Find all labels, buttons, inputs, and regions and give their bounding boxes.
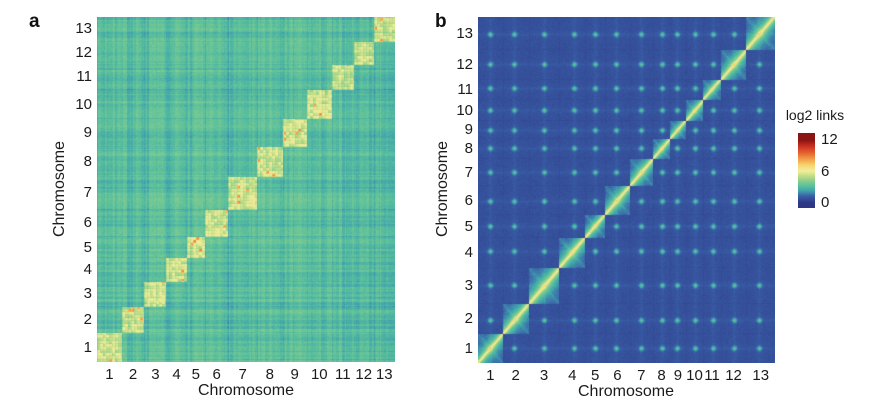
panel-a-ytick-11: 11 [76, 68, 92, 86]
panel-a-ytick-4: 4 [83, 260, 92, 278]
panel-a-ytick-13: 13 [75, 20, 92, 38]
panel-b-ytick-7: 7 [464, 163, 473, 181]
panel-a-ytick-12: 12 [75, 44, 92, 62]
panel-b-ytick-12: 12 [456, 56, 473, 74]
panel-a-xtick-9: 9 [290, 366, 299, 383]
panel-b-ytick-4: 4 [464, 244, 473, 262]
panel-a-xtick-1: 1 [105, 366, 114, 383]
panel-b-xtick-11: 11 [704, 367, 720, 384]
panel-b-xtick-10: 10 [686, 367, 703, 384]
panel-b-letter: b [435, 11, 447, 32]
panel-a-xtick-3: 3 [151, 366, 160, 383]
panel-a-xtick-10: 10 [310, 366, 328, 383]
panel-b-ytick-11: 11 [457, 81, 473, 99]
panel-a-xtick-11: 11 [335, 366, 351, 383]
panel-b-xtick-6: 6 [613, 367, 622, 384]
panel-b-xtick-13: 13 [752, 367, 770, 384]
panel-b-xtick-4: 4 [568, 367, 577, 384]
panel-b-xtick-1: 1 [486, 367, 495, 384]
panel-a-xtick-8: 8 [265, 366, 274, 383]
panel-b-xtick-3: 3 [539, 367, 549, 384]
panel-a-xtick-12: 12 [355, 366, 373, 383]
panel-a-ytick-5: 5 [83, 238, 92, 256]
panel-b-ytick-6: 6 [464, 191, 473, 209]
panel-b-ytick-10: 10 [456, 101, 473, 119]
panel-b-xtick-2: 2 [511, 367, 520, 384]
panel-a-xlabel: Chromosome [197, 382, 295, 399]
panel-b-ytick-9: 9 [464, 121, 473, 139]
panel-b-xtick-8: 8 [657, 367, 666, 384]
panel-a-xtick-6: 6 [212, 366, 221, 383]
panel-b-ytick-2: 2 [464, 310, 473, 328]
colorbar-gradient [798, 133, 815, 208]
panel-a-xtick-4: 4 [172, 366, 181, 383]
panel-b-ytick-5: 5 [464, 217, 473, 235]
panel-b-xlabel: Chromosome [577, 383, 675, 400]
panel-b-xtick-9: 9 [673, 367, 683, 384]
panel-b-ytick-1: 1 [464, 339, 473, 357]
heatmap-b [478, 17, 775, 363]
panel-a-ytick-6: 6 [83, 214, 92, 232]
heatmap-a [97, 17, 395, 362]
panel-a-xtick-2: 2 [128, 366, 138, 383]
panel-a-ytick-1: 1 [83, 338, 92, 356]
panel-a-xtick-5: 5 [191, 366, 200, 383]
panel-b-xtick-5: 5 [590, 367, 600, 384]
panel-b-ytick-8: 8 [464, 140, 473, 158]
panel-a-xtick-13: 13 [375, 366, 393, 383]
panel-a-ytick-10: 10 [75, 95, 92, 113]
colorbar-tick-6: 6 [821, 163, 830, 180]
panel-a-ytick-7: 7 [83, 184, 92, 202]
colorbar-tick-0: 0 [821, 194, 830, 211]
panel-a-ytick-3: 3 [83, 285, 92, 303]
panel-a-ytick-8: 8 [83, 152, 92, 170]
colorbar-tick-12: 12 [821, 131, 838, 148]
panel-a-letter: a [29, 11, 40, 32]
panel-b-ytick-13: 13 [456, 24, 473, 42]
panel-b-xtick-7: 7 [637, 367, 646, 384]
panel-b-xtick-12: 12 [725, 367, 742, 384]
panel-b-ytick-3: 3 [464, 277, 473, 294]
panel-a-xtick-7: 7 [238, 366, 247, 383]
colorbar-title: log2 links [785, 107, 845, 123]
panel-a-ytick-9: 9 [83, 124, 92, 142]
panel-a-ytick-2: 2 [83, 311, 92, 329]
